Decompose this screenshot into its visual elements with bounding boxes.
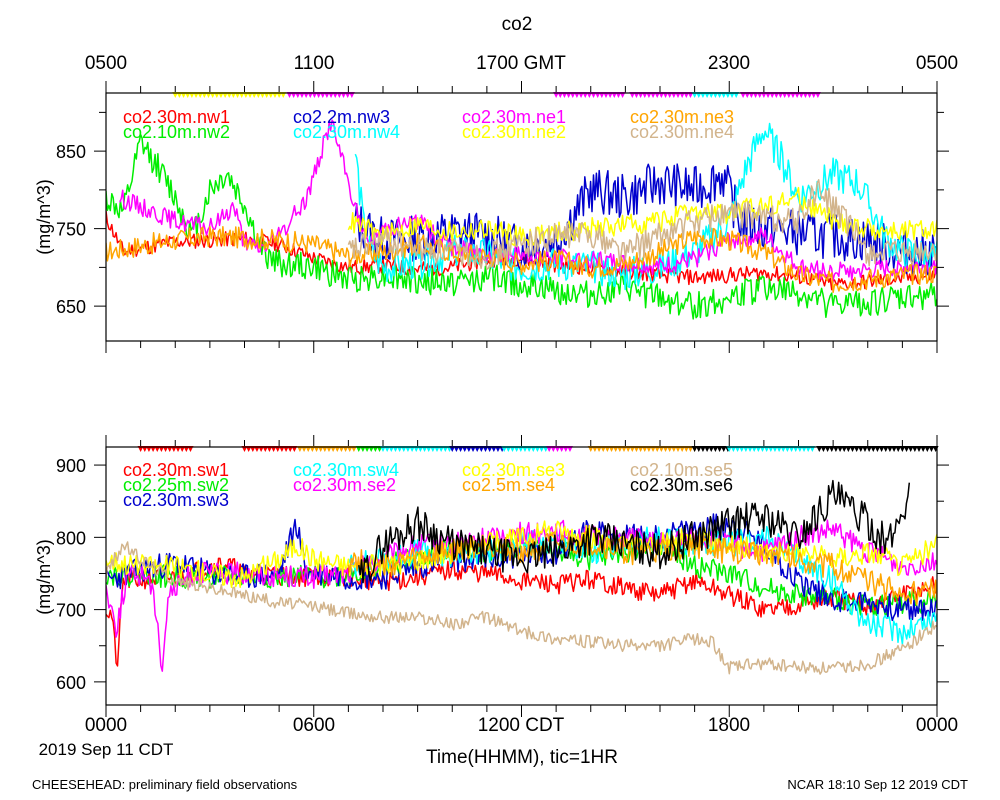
top-tick-label: 0500 [916, 53, 958, 74]
legend-entry: co2.5m.se4 [462, 475, 555, 495]
legend-entry: co2.2m.nw3 [293, 107, 390, 127]
bottom-tick-label: 0600 [293, 715, 335, 736]
top-panel-frame [105, 92, 938, 342]
legend-entry: co2.30m.ne2 [462, 122, 566, 142]
legend-entry: co2.30m.sw4 [293, 460, 399, 480]
y-tick-label: 650 [56, 297, 86, 317]
y-tick-label: 600 [56, 673, 86, 693]
top-time-axis: 0500 1100 1700 GMT 2300 0500 [85, 53, 958, 74]
series-line-co2.2m.nw3 [354, 163, 937, 276]
chart-title: co2 [502, 14, 533, 35]
bottom-panel-y-axis: 600 700 800 900 [56, 456, 949, 693]
legend-entry: co2.30m.ne3 [630, 107, 734, 127]
top-tick-label: 0500 [85, 53, 127, 74]
series-line-co2.30m.ne3 [106, 225, 937, 294]
legend-entry: co2.30m.sw1 [123, 460, 229, 480]
legend-entry: co2.10m.se5 [630, 460, 733, 480]
y-tick-label: 800 [56, 528, 86, 548]
top-panel-y-axis: 650 750 850 [56, 111, 949, 317]
panel-bottom: 600 700 800 900 (mg/m^3) co2.30m.sw1co2.25m… [34, 435, 949, 717]
y-tick-label: 850 [56, 142, 86, 162]
date-label: 2019 Sep 11 CDT [39, 740, 174, 759]
series-line-co2.30m.se2 [106, 519, 937, 672]
top-panel-ticks [105, 81, 938, 353]
top-panel-series [106, 119, 937, 320]
bottom-panel-ticks [105, 435, 938, 717]
bottom-time-axis: 0000 0600 1200 CDT 1800 0000 [85, 715, 958, 736]
bottom-tick-label: 1200 CDT [478, 715, 565, 736]
bottom-panel-frame [105, 446, 938, 706]
legend-entry: co2.25m.sw2 [123, 475, 229, 495]
legend-entry: co2.30m.nw1 [123, 107, 230, 127]
series-line-co2.10m.nw2 [106, 133, 937, 320]
legend-entry: co2.30m.ne1 [462, 107, 566, 127]
y-tick-label: 700 [56, 601, 86, 621]
series-line-co2.30m.se6 [358, 479, 911, 584]
legend-entry: co2.30m.ne4 [630, 122, 734, 142]
top-y-axis-label: (mg/m^3) [34, 179, 54, 254]
legend-entry: co2.30m.se6 [630, 475, 733, 495]
bottom-tick-label: 0000 [916, 715, 958, 736]
series-line-co2.30m.nw4 [354, 122, 937, 291]
legend-entry: co2.30m.se2 [293, 475, 396, 495]
bottom-panel-series [106, 479, 937, 675]
top-tick-label: 1700 GMT [476, 53, 566, 74]
bottom-tick-label: 1800 [708, 715, 750, 736]
series-line-co2.30m.ne2 [347, 186, 937, 247]
y-tick-label: 900 [56, 456, 86, 476]
series-line-co2.30m.ne4 [347, 179, 937, 270]
top-tick-label: 2300 [708, 53, 750, 74]
legend-entry: co2.10m.nw2 [123, 122, 230, 142]
bottom-tick-label: 0000 [85, 715, 127, 736]
top-tick-label: 1100 [294, 53, 335, 74]
legend-entry: co2.30m.nw4 [293, 122, 400, 142]
legend-entry: co2.30m.se3 [462, 460, 565, 480]
bottom-y-axis-label: (mg/m^3) [34, 539, 54, 614]
x-axis-label: Time(HHMM), tic=1HR [426, 747, 618, 768]
footer-left: CHEESEHEAD: preliminary field observatio… [32, 777, 298, 792]
panel-top: 650 750 850 (mg/m^3) co2.30m.nw1co2.10m.nw… [34, 81, 949, 353]
footer-right: NCAR 18:10 Sep 12 2019 CDT [787, 777, 968, 792]
legend-entry: co2.30m.sw3 [123, 490, 229, 510]
series-line-co2.10m.se5 [106, 541, 937, 675]
top-panel-legend: co2.30m.nw1co2.10m.nw2co2.2m.nw3co2.30m.… [123, 107, 734, 142]
series-line-co2.30m.sw1 [106, 557, 937, 667]
y-tick-label: 750 [56, 220, 86, 240]
